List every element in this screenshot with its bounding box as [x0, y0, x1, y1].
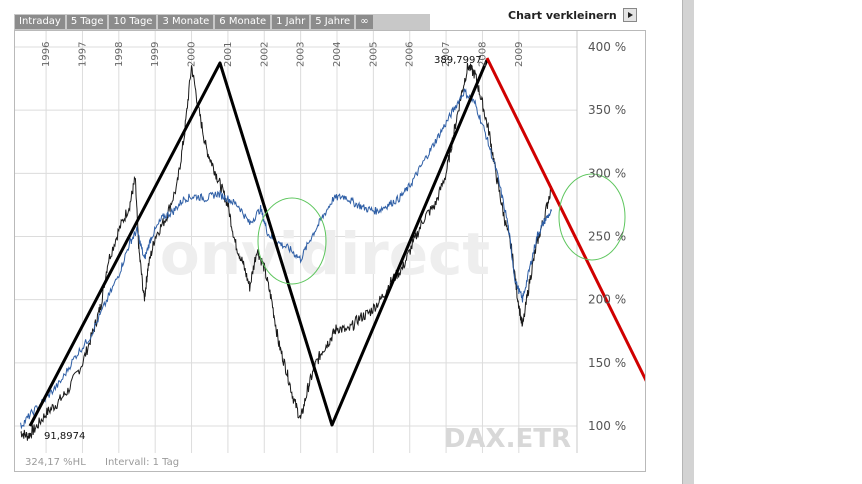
y-tick-label: 150 %	[588, 356, 626, 370]
chart-shrink-control[interactable]: Chart verkleinern	[508, 6, 637, 24]
x-tick-label: 1997	[77, 42, 88, 67]
benchmark-series-line	[20, 88, 552, 430]
window-edge-bar	[682, 0, 694, 484]
x-tick-label: 1996	[41, 42, 52, 67]
chart-frame: onvidirect DAX.ETR 100 % 150 % 200 % 250 % 3…	[14, 30, 646, 472]
tab-max[interactable]: ∞	[356, 15, 373, 29]
series-layer	[20, 62, 552, 441]
footer-interval: Intervall: 1 Tag	[105, 457, 179, 468]
y-tick-label: 200 %	[588, 293, 626, 307]
x-tick-label: 2001	[223, 42, 234, 67]
x-tick-label: 2002	[259, 42, 270, 67]
x-tick-label: 1999	[150, 42, 161, 67]
x-tick-label: 2003	[296, 42, 307, 67]
x-tick-label: 2009	[514, 42, 525, 67]
x-axis-labels: 1996 1997 1998 1999 2000 2001 2002 2003 2004 2005…	[41, 42, 525, 67]
trend-up-1	[28, 59, 489, 427]
tab-6-monate[interactable]: 6 Monate	[215, 15, 271, 29]
tab-intraday[interactable]: Intraday	[15, 15, 65, 29]
x-tick-label: 2008	[477, 42, 488, 67]
tab-3-monate[interactable]: 3 Monate	[158, 15, 214, 29]
chart-shrink-label: Chart verkleinern	[508, 8, 617, 22]
tab-5-jahre[interactable]: 5 Jahre	[311, 15, 355, 29]
x-tick-label: 1998	[114, 42, 125, 67]
y-tick-label: 400 %	[588, 40, 626, 54]
hand-drawn-annotations	[28, 57, 645, 427]
highlight-circle-2009	[558, 173, 626, 261]
y-tick-label: 100 %	[588, 419, 626, 433]
tab-1-jahr[interactable]: 1 Jahr	[272, 15, 310, 29]
tab-5-tage[interactable]: 5 Tage	[66, 15, 108, 29]
play-arrow-icon[interactable]	[622, 8, 637, 22]
dax-series-line	[20, 62, 552, 441]
x-tick-label: 2000	[187, 42, 198, 67]
high-value-label: 389,7997	[434, 55, 482, 66]
x-tick-label: 2007	[441, 42, 452, 67]
low-value-label: 91,8974	[44, 431, 85, 442]
dax-chart: onvidirect DAX.ETR 100 %150 %200 %250 %3…	[15, 31, 645, 468]
y-tick-label: 300 %	[588, 166, 626, 180]
x-tick-label: 2005	[368, 42, 379, 67]
y-axis-labels: 100 % 150 % 200 % 250 % 300 % 350 % 400 %	[588, 40, 626, 433]
y-tick-label: 350 %	[588, 103, 626, 117]
trend-down-line	[485, 57, 645, 382]
highlight-circle-2002	[257, 197, 327, 285]
x-tick-label: 2006	[405, 42, 416, 67]
y-tick-label: 250 %	[588, 230, 626, 244]
x-tick-label: 2004	[332, 42, 343, 67]
timeframe-tabs: Intraday 5 Tage 10 Tage 3 Monate 6 Monat…	[14, 14, 430, 30]
tab-10-tage[interactable]: 10 Tage	[109, 15, 157, 29]
footer-range: 324,17 %HL	[25, 457, 86, 468]
watermark-symbol: DAX.ETR	[444, 424, 571, 454]
